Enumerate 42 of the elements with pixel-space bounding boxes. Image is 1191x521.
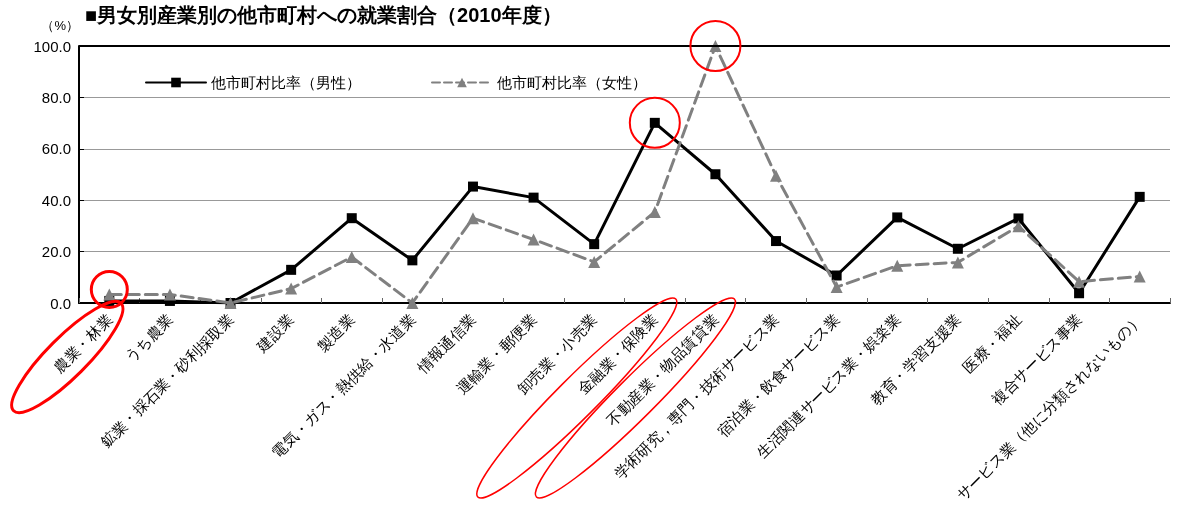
point (466, 212, 479, 225)
y-tick-label: 40.0 (41, 191, 71, 209)
x-tick-label: 農業・林業 (50, 310, 116, 377)
point (345, 251, 358, 263)
y-tick-label: 100.0 (33, 37, 71, 55)
point (1012, 220, 1025, 233)
chart-title: ■男女別産業別の他市町村への就業割合（2010年度） (85, 4, 562, 26)
point (1013, 213, 1024, 224)
point (467, 181, 478, 192)
point (1134, 191, 1145, 202)
point (649, 117, 660, 128)
point (286, 264, 297, 275)
point (1074, 288, 1085, 299)
point (528, 192, 539, 203)
y-tick-label: 80.0 (41, 88, 71, 106)
point (951, 256, 964, 269)
point (892, 212, 903, 223)
legend-label: 他市町村比率（男性） (211, 74, 361, 91)
point (589, 239, 600, 250)
y-tick-label: 0.0 (50, 294, 71, 312)
point (285, 282, 298, 295)
point (952, 243, 963, 254)
y-tick-label: 20.0 (41, 243, 71, 261)
x-tick-label: 製造業 (313, 310, 358, 355)
point (1133, 270, 1146, 283)
point (588, 255, 601, 268)
point (406, 297, 419, 309)
point (771, 236, 782, 247)
y-tick-label: 60.0 (41, 140, 71, 158)
point (346, 213, 357, 224)
point (527, 233, 540, 246)
legend-label: 他市町村比率（女性） (497, 74, 647, 91)
point (830, 281, 843, 294)
point (710, 169, 721, 180)
point (407, 255, 418, 266)
point (831, 270, 842, 281)
y-axis-title: （%） (41, 18, 79, 33)
point (163, 288, 176, 301)
point (1073, 275, 1086, 288)
point (770, 169, 783, 182)
x-tick-label: 建設業 (252, 310, 298, 356)
point (891, 259, 904, 272)
